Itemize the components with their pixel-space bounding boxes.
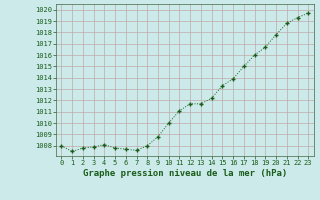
X-axis label: Graphe pression niveau de la mer (hPa): Graphe pression niveau de la mer (hPa) bbox=[83, 169, 287, 178]
